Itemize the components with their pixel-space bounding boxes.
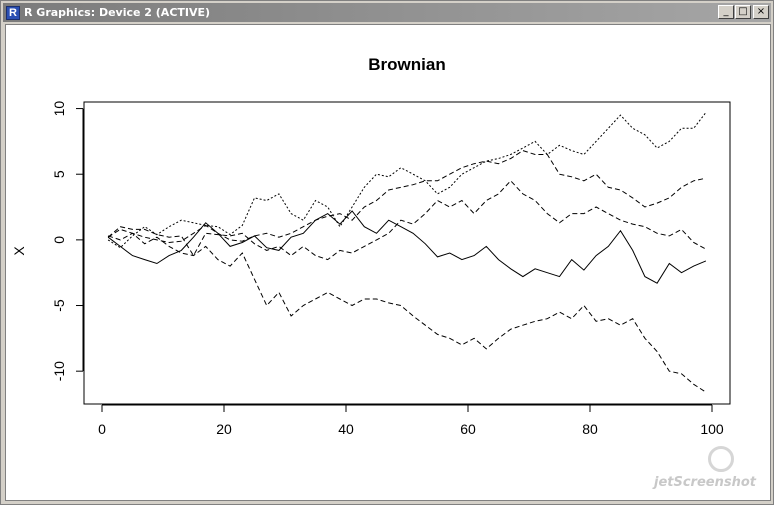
window-title: R Graphics: Device 2 (ACTIVE) bbox=[24, 6, 211, 19]
x-tick-label: 20 bbox=[216, 421, 232, 437]
x-tick-label: 0 bbox=[98, 421, 106, 437]
watermark-logo-icon bbox=[708, 446, 734, 472]
y-tick-label: -10 bbox=[51, 361, 67, 381]
series-line-3 bbox=[107, 228, 707, 393]
minimize-button[interactable]: _ bbox=[718, 5, 734, 19]
x-tick-label: 80 bbox=[582, 421, 598, 437]
y-tick-label: 10 bbox=[51, 101, 67, 117]
y-axis-label: X bbox=[11, 246, 27, 256]
series-line-2 bbox=[107, 112, 707, 249]
y-tick-label: 5 bbox=[51, 170, 67, 178]
chart-title: Brownian bbox=[368, 55, 445, 74]
series-line-5 bbox=[107, 150, 707, 244]
x-tick-label: 40 bbox=[338, 421, 354, 437]
r-logo-icon: R bbox=[6, 5, 20, 20]
series-line-4 bbox=[107, 180, 707, 261]
y-tick-label: -5 bbox=[51, 299, 67, 312]
series-group bbox=[107, 112, 707, 393]
title-bar[interactable]: R R Graphics: Device 2 (ACTIVE) _ □ × bbox=[3, 3, 771, 22]
brownian-chart: Brownian X 0 20 40 60 80 100 -10 -5 0 5 10 bbox=[11, 55, 731, 437]
y-axis: -10 -5 0 5 10 bbox=[51, 101, 84, 381]
x-axis: 0 20 40 60 80 100 bbox=[98, 404, 724, 437]
maximize-button[interactable]: □ bbox=[735, 5, 751, 19]
series-line-1 bbox=[107, 210, 707, 284]
watermark: jetScreenshot bbox=[654, 475, 756, 490]
plot-canvas: Brownian X 0 20 40 60 80 100 -10 -5 0 5 10 jetScr… bbox=[5, 24, 771, 501]
close-button[interactable]: × bbox=[753, 5, 769, 19]
plot-box bbox=[83, 101, 731, 405]
y-tick-label: 0 bbox=[51, 236, 67, 244]
window-controls: _ □ × bbox=[717, 5, 769, 19]
x-tick-label: 60 bbox=[460, 421, 476, 437]
x-tick-label: 100 bbox=[700, 421, 724, 437]
